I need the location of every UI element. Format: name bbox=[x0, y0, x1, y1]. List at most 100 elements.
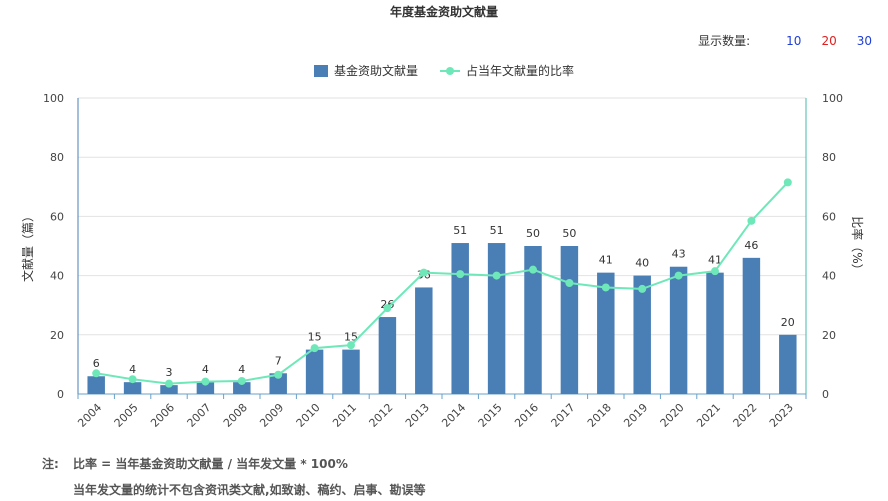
display-count-option-30[interactable]: 30 bbox=[856, 33, 872, 48]
bar bbox=[305, 349, 324, 394]
y-tick-right: 60 bbox=[822, 210, 836, 223]
ratio-point bbox=[165, 379, 173, 388]
x-tick-label: 2008 bbox=[221, 401, 250, 430]
notes-line-1: 比率 = 当年基金资助文献量 / 当年发文量 * 100% bbox=[73, 457, 348, 471]
y-tick-left: 100 bbox=[43, 92, 64, 105]
bar bbox=[87, 376, 105, 394]
x-tick-label: 2016 bbox=[512, 401, 541, 430]
y-tick-right: 40 bbox=[822, 270, 836, 283]
bar-value-label: 51 bbox=[453, 224, 467, 237]
bar-value-label: 4 bbox=[202, 363, 209, 376]
bar-value-label: 50 bbox=[526, 227, 540, 240]
x-tick-label: 2009 bbox=[257, 401, 286, 430]
bar bbox=[524, 246, 542, 394]
ratio-point bbox=[201, 377, 210, 386]
y-tick-left: 80 bbox=[50, 151, 64, 164]
bar-value-label: 51 bbox=[490, 224, 504, 237]
x-tick-label: 2011 bbox=[330, 401, 359, 430]
bar-value-label: 4 bbox=[129, 363, 136, 376]
ratio-point bbox=[783, 178, 792, 187]
ratio-line bbox=[96, 181, 789, 385]
y-tick-left: 20 bbox=[50, 329, 64, 342]
y-tick-left: 0 bbox=[57, 388, 64, 401]
ratio-point bbox=[529, 265, 537, 274]
bar bbox=[233, 382, 251, 394]
bar-value-label: 20 bbox=[781, 316, 795, 329]
bar bbox=[669, 266, 688, 394]
x-tick-label: 2012 bbox=[367, 401, 396, 430]
legend-line-marker bbox=[446, 67, 454, 75]
y-tick-left: 40 bbox=[50, 270, 64, 283]
ratio-point bbox=[237, 376, 246, 385]
chart-notes: 注: 比率 = 当年基金资助文献量 / 当年发文量 * 100% 当年发文量的统… bbox=[42, 455, 426, 498]
x-tick-label: 2018 bbox=[585, 401, 614, 430]
bar bbox=[415, 287, 433, 394]
display-count-option-20[interactable]: 20 bbox=[821, 33, 837, 48]
x-tick-label: 2015 bbox=[476, 401, 505, 430]
x-tick-label: 2023 bbox=[767, 401, 796, 430]
y-tick-right: 0 bbox=[822, 388, 829, 401]
ratio-point bbox=[92, 369, 101, 378]
bar bbox=[633, 275, 651, 394]
x-tick-label: 2014 bbox=[439, 401, 468, 430]
y-axis-left-title: 文献量（篇） bbox=[20, 210, 35, 282]
bar-value-label: 41 bbox=[708, 254, 722, 267]
x-tick-label: 2010 bbox=[294, 401, 323, 430]
bar-value-label: 6 bbox=[93, 357, 100, 370]
x-tick-label: 2005 bbox=[112, 401, 141, 430]
legend-line-label: 占当年文献量的比率 bbox=[466, 63, 574, 78]
ratio-point bbox=[383, 304, 392, 313]
bar-value-label: 41 bbox=[599, 254, 613, 267]
bar bbox=[742, 257, 761, 394]
bar bbox=[451, 243, 469, 394]
x-tick-label: 2022 bbox=[731, 401, 760, 430]
bar-value-label: 15 bbox=[308, 331, 322, 344]
bar bbox=[597, 272, 615, 394]
bar-value-label: 4 bbox=[238, 363, 245, 376]
x-tick-label: 2004 bbox=[75, 401, 104, 430]
bar bbox=[706, 272, 724, 394]
y-tick-right: 80 bbox=[822, 151, 836, 164]
bar-value-label: 7 bbox=[275, 354, 282, 367]
bar bbox=[123, 382, 142, 394]
ratio-point bbox=[638, 284, 647, 293]
y-tick-right: 20 bbox=[822, 329, 836, 342]
x-tick-label: 2006 bbox=[148, 401, 177, 430]
legend-bar-swatch bbox=[314, 65, 328, 77]
bar bbox=[560, 246, 579, 394]
ratio-point bbox=[674, 271, 683, 280]
ratio-point bbox=[310, 344, 319, 353]
y-tick-right: 100 bbox=[822, 92, 843, 105]
bar-value-label: 50 bbox=[562, 227, 576, 240]
notes-line-2: 当年发文量的统计不包含资讯类文献,如致谢、稿约、启事、勘误等 bbox=[73, 483, 426, 497]
bar-value-label: 43 bbox=[672, 248, 686, 261]
ratio-point bbox=[456, 270, 465, 279]
legend-bar-label: 基金资助文献量 bbox=[334, 63, 418, 78]
y-axis-right-title: 比率（%） bbox=[850, 216, 865, 275]
ratio-point bbox=[492, 271, 501, 280]
bar bbox=[378, 317, 397, 394]
ratio-point bbox=[128, 375, 137, 384]
bar bbox=[342, 349, 360, 394]
display-count-option-10[interactable]: 10 bbox=[786, 33, 802, 48]
display-count-selector: 显示数量: 10 20 30 bbox=[698, 32, 872, 49]
x-tick-label: 2019 bbox=[621, 401, 650, 430]
chart-title: 年度基金资助文献量 bbox=[389, 5, 498, 19]
bar-value-label: 3 bbox=[166, 366, 173, 379]
bar bbox=[779, 334, 797, 394]
ratio-point bbox=[419, 268, 428, 277]
ratio-point bbox=[711, 267, 719, 276]
ratio-point bbox=[274, 370, 283, 379]
bar bbox=[487, 243, 506, 394]
display-count-label: 显示数量: bbox=[698, 34, 751, 48]
bar-value-label: 46 bbox=[744, 239, 758, 252]
bar-value-label: 40 bbox=[635, 257, 649, 270]
ratio-point bbox=[565, 279, 574, 287]
ratio-point bbox=[347, 341, 355, 350]
x-tick-label: 2021 bbox=[694, 401, 723, 430]
y-tick-left: 60 bbox=[50, 210, 64, 223]
bar bbox=[269, 373, 287, 394]
bar bbox=[160, 385, 178, 394]
ratio-point bbox=[601, 283, 610, 292]
